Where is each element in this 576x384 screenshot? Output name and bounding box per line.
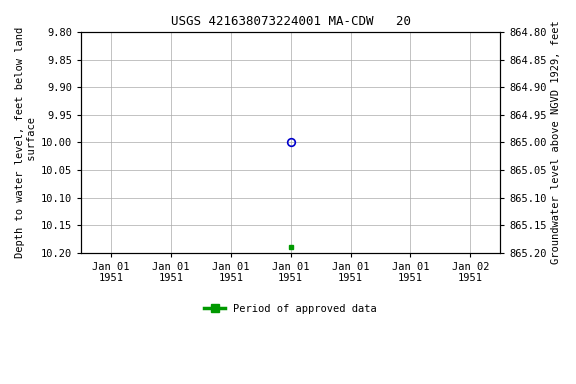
Y-axis label: Groundwater level above NGVD 1929, feet: Groundwater level above NGVD 1929, feet [551,20,561,264]
Y-axis label: Depth to water level, feet below land
 surface: Depth to water level, feet below land su… [15,27,37,258]
Legend: Period of approved data: Period of approved data [200,300,381,318]
Title: USGS 421638073224001 MA-CDW   20: USGS 421638073224001 MA-CDW 20 [170,15,411,28]
